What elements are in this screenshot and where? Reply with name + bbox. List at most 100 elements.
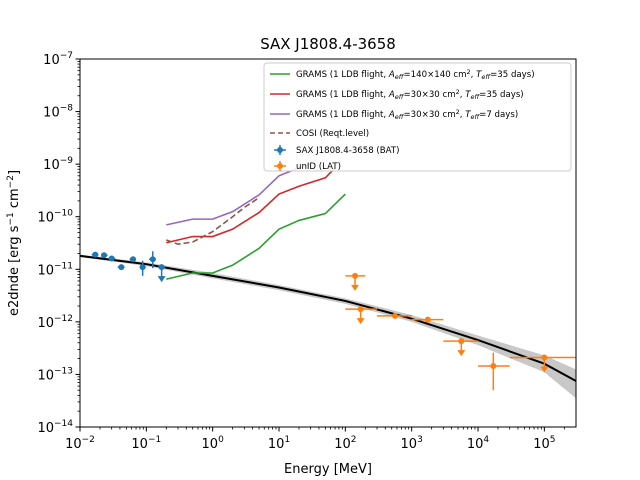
- legend-aeff-exponent: 2: [456, 108, 460, 116]
- grams-curve-2: [166, 167, 336, 244]
- legend: GRAMS (1 LDB flight, Aeff =140×140 cm 2, T…: [263, 62, 572, 172]
- y-tick-label: 10−7: [43, 51, 73, 68]
- legend-swatch-lat: [274, 161, 286, 171]
- y-tick-label-base: 10: [43, 53, 60, 68]
- lat-marker: [352, 272, 359, 279]
- legend-teff-value: =35 days): [479, 90, 524, 100]
- legend-aeff-value: =30×30 cm: [403, 90, 455, 100]
- legend-swatch-lat-dot: [277, 163, 283, 169]
- legend-swatch-bat: [274, 145, 286, 155]
- plot-frame: [79, 58, 577, 428]
- x-tick-label-base: 10: [202, 437, 219, 452]
- data-points-layer: [91, 251, 576, 391]
- lat-marker: [424, 316, 431, 323]
- model-uncertainty-band: [80, 254, 576, 399]
- legend-teff-value: =35 days): [490, 70, 535, 80]
- y-tick-label: 10−9: [43, 156, 73, 173]
- y-tick-label-exponent: −11: [54, 261, 73, 271]
- y-tick-label: 10−12: [37, 314, 73, 331]
- lat-ul-arrow: [356, 318, 365, 325]
- lat-point-4: [411, 316, 444, 323]
- legend-label-prefix: GRAMS (1 LDB flight,: [296, 90, 389, 100]
- sensitivity-curves-layer: [166, 163, 346, 280]
- grams-curve-3: [166, 163, 311, 226]
- legend-box: [263, 62, 572, 172]
- x-tick-label-exponent: 4: [483, 435, 489, 445]
- bat-point-7: [149, 251, 157, 269]
- x-tick-label-exponent: 1: [284, 435, 290, 445]
- bat-marker: [149, 256, 156, 263]
- bat-marker: [158, 264, 165, 271]
- x-tick-label: 10−1: [131, 435, 161, 452]
- lat-point-7: [509, 354, 576, 373]
- legend-aeff-symbol: A: [388, 90, 395, 100]
- bat-marker: [118, 264, 125, 271]
- model-line: [79, 254, 577, 382]
- lat-point-3: [376, 312, 412, 319]
- y-tick-label-exponent: −9: [60, 156, 74, 166]
- bat-marker: [100, 252, 107, 259]
- bat-point-5: [129, 256, 137, 263]
- legend-teff-value: =7 days): [479, 110, 518, 120]
- y-tick-label-base: 10: [37, 263, 54, 278]
- legend-label-grams-3: GRAMS (1 LDB flight, Aeff=30×30 cm2, Tef…: [296, 108, 518, 121]
- lat-point-1: [345, 272, 366, 291]
- legend-label-prefix: GRAMS (1 LDB flight,: [296, 70, 389, 80]
- legend-aeff-value: =30×30 cm: [403, 110, 455, 120]
- grams-curve-1: [166, 193, 346, 280]
- x-tick-label-exponent: −1: [148, 435, 161, 445]
- y-tick-label: 10−8: [43, 104, 73, 121]
- x-tick-label-exponent: 0: [218, 435, 224, 445]
- y-tick-label: 10−13: [37, 366, 73, 383]
- legend-teff-symbol: T: [465, 90, 471, 100]
- y-axis-label-exp1: −1: [6, 212, 16, 225]
- legend-aeff-subscript: eff: [395, 93, 405, 101]
- legend-sep: ,: [460, 110, 465, 120]
- x-tick-label-base: 10: [401, 437, 418, 452]
- lat-point-2: [345, 306, 377, 325]
- model-line-layer: [79, 254, 577, 382]
- y-axis-label-end: ]: [7, 170, 22, 175]
- bat-point-2: [100, 252, 108, 259]
- legend-label-bat: SAX J1808.4-3658 (BAT): [296, 146, 399, 156]
- legend-label-grams-2: GRAMS (1 LDB flight, Aeff=30×30 cm2, Tef…: [296, 88, 524, 101]
- x-tick-label-exponent: 2: [351, 435, 357, 445]
- legend-aeff-value: =140×140 cm: [403, 70, 466, 80]
- legend-teff-subscript: eff: [470, 93, 480, 101]
- model-uncertainty-band-layer: [80, 254, 576, 399]
- legend-swatch-bat-dot: [277, 147, 283, 153]
- lat-marker: [357, 306, 364, 313]
- y-tick-label-exponent: −12: [54, 314, 73, 324]
- lat-ul-arrow: [457, 350, 466, 357]
- x-tick-label: 105: [533, 435, 555, 452]
- y-axis-label-main: e2dnde [erg s: [7, 225, 22, 316]
- x-tick-label: 104: [467, 435, 490, 452]
- x-tick-label-base: 10: [65, 437, 82, 452]
- bat-point-8: [157, 264, 166, 283]
- chart-title: SAX J1808.4-3658: [260, 35, 396, 53]
- lat-marker: [458, 338, 465, 345]
- legend-label-grams-1: GRAMS (1 LDB flight, Aeff=140×140 cm2, T…: [296, 68, 535, 81]
- lat-ul-arrow: [351, 284, 360, 291]
- x-axis-label: Energy [MeV]: [284, 462, 372, 477]
- y-tick-label-base: 10: [37, 421, 54, 436]
- y-tick-label: 10−10: [37, 209, 73, 226]
- x-tick-label-base: 10: [268, 437, 285, 452]
- bat-marker: [130, 256, 137, 263]
- lat-point-6: [478, 352, 510, 391]
- x-tick-label: 101: [268, 435, 290, 452]
- legend-label-lat: unID (LAT): [296, 162, 341, 172]
- y-tick-label: 10−11: [37, 261, 73, 278]
- bat-marker: [139, 264, 146, 271]
- x-tick-label: 103: [401, 435, 423, 452]
- y-tick-label-base: 10: [37, 368, 54, 383]
- lat-marker: [541, 354, 548, 361]
- x-tick-label: 100: [202, 435, 225, 452]
- lat-marker: [391, 312, 398, 319]
- bat-point-4: [117, 264, 125, 271]
- y-tick-label-exponent: −13: [54, 366, 73, 376]
- x-tick-label-base: 10: [533, 437, 550, 452]
- legend-teff-subscript: eff: [481, 73, 491, 81]
- bat-marker: [108, 255, 115, 262]
- x-tick-label-exponent: −2: [82, 435, 95, 445]
